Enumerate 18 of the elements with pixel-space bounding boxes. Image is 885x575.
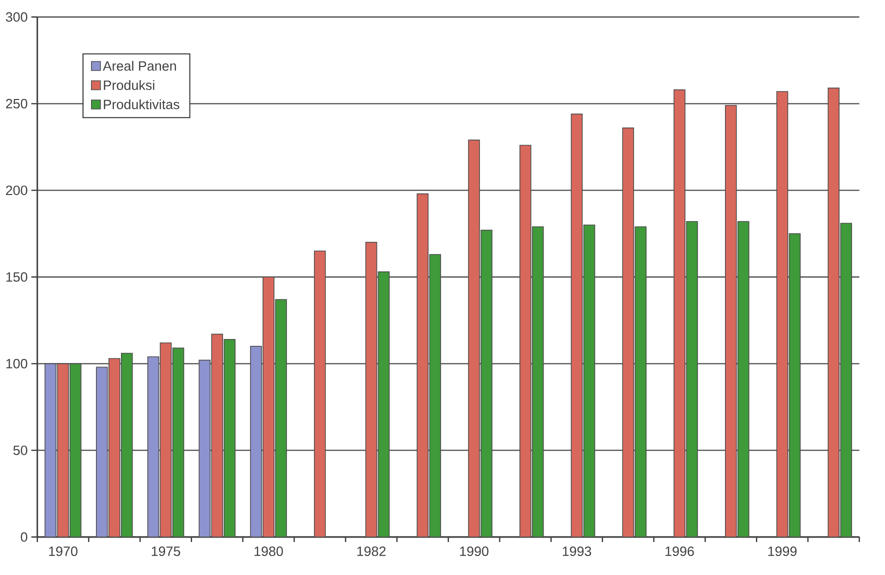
y-tick-label: 200 bbox=[6, 186, 28, 196]
x-tick-label: 1999 bbox=[768, 546, 797, 556]
x-tick-label: 1996 bbox=[666, 546, 694, 556]
y-tick-label: 300 bbox=[6, 12, 28, 22]
x-tick-label: 1990 bbox=[460, 546, 488, 556]
legend-label: Produktivitas bbox=[104, 99, 180, 110]
x-tick-label: 1993 bbox=[562, 546, 592, 556]
x-tick-label: 1975 bbox=[152, 546, 180, 556]
y-tick-label: 100 bbox=[6, 358, 28, 368]
y-tick-label: 0 bbox=[20, 532, 28, 542]
y-tick-label: 50 bbox=[13, 446, 28, 456]
y-tick-label: 250 bbox=[6, 98, 28, 108]
x-tick-label: 1980 bbox=[254, 546, 283, 556]
legend-label: Produksi bbox=[104, 80, 154, 90]
legend-label: Areal Panen bbox=[102, 60, 176, 71]
y-tick-label: 150 bbox=[6, 272, 28, 282]
x-tick-label: 1970 bbox=[49, 546, 78, 556]
x-tick-label: 1982 bbox=[357, 546, 386, 556]
